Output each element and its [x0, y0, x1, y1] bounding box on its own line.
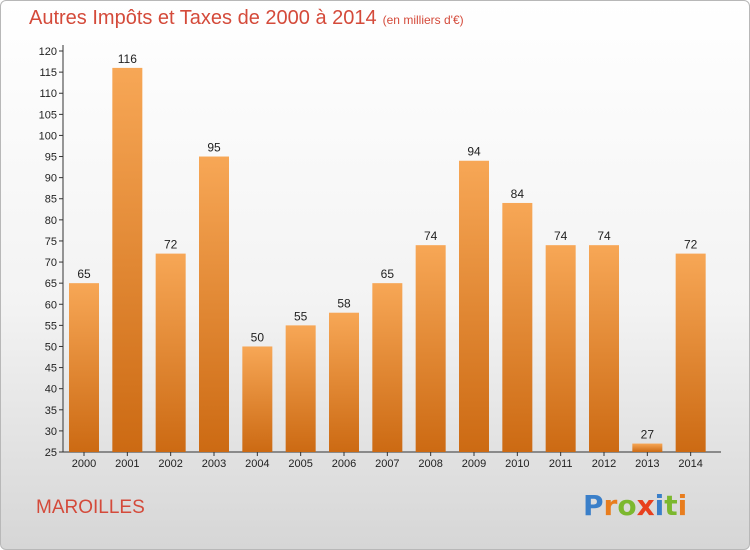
- x-axis: 2000 2001 2002 2003 2004 2005 2006 2007 2008 2009…: [63, 451, 721, 470]
- y-tick-label: 80: [45, 215, 57, 227]
- x-tick-label: 2010: [505, 458, 529, 470]
- x-tick-label: 2007: [375, 458, 399, 470]
- y-tick-label: 105: [39, 109, 57, 121]
- data-label: 65: [77, 267, 91, 281]
- data-label: 72: [164, 238, 178, 252]
- y-axis: 25 30 35 40 45 50 55 60 65 70 75 80 85 90 95 100 105 110 1…: [39, 45, 64, 459]
- logo-letter: x: [636, 489, 655, 522]
- y-tick-label: 115: [39, 67, 57, 79]
- data-label: 65: [381, 267, 395, 281]
- data-label: 116: [118, 52, 137, 66]
- x-tick-label: 2004: [245, 458, 269, 470]
- y-tick-label: 100: [39, 130, 57, 142]
- y-tick-label: 85: [45, 194, 57, 206]
- logo-letter: t: [664, 489, 678, 522]
- data-label: 94: [467, 145, 481, 159]
- logo-letter: r: [603, 489, 618, 522]
- y-tick-label: 95: [45, 152, 57, 164]
- y-tick-label: 55: [45, 320, 57, 332]
- logo-letter: i: [654, 489, 665, 522]
- y-tick-label: 50: [45, 341, 57, 353]
- bar: [675, 253, 706, 452]
- y-tick-label: 120: [39, 46, 57, 58]
- y-tick-label: 70: [45, 257, 57, 269]
- bar: [589, 245, 619, 452]
- bar: [329, 312, 359, 452]
- logo-letter: o: [617, 489, 637, 522]
- logo-letter: i: [677, 489, 688, 522]
- y-tick-label: 60: [45, 299, 57, 311]
- x-tick-label: 2013: [635, 458, 659, 470]
- y-tick-label: 90: [45, 173, 57, 185]
- x-tick-label: 2002: [158, 458, 182, 470]
- y-tick-label: 45: [45, 363, 57, 375]
- bar: [69, 283, 99, 452]
- x-tick-label: 2012: [592, 458, 616, 470]
- bar: [372, 283, 403, 452]
- x-tick-label: 2000: [72, 458, 96, 470]
- data-label: 74: [554, 229, 568, 243]
- data-label: 72: [684, 238, 698, 252]
- data-label: 58: [337, 297, 351, 311]
- y-tick-label: 25: [45, 447, 57, 459]
- x-tick-label: 2006: [332, 458, 356, 470]
- bars: [69, 67, 706, 453]
- x-tick-label: 2005: [288, 458, 312, 470]
- data-label: 84: [511, 187, 525, 201]
- data-label: 95: [207, 141, 221, 155]
- y-tick-label: 65: [45, 278, 57, 290]
- value-labels: 65 116 72 95 50 55 58 65 74 94 84 74 74 27 72: [77, 52, 697, 442]
- x-tick-label: 2003: [202, 458, 226, 470]
- x-tick-label: 2014: [678, 458, 702, 470]
- bar: [112, 67, 143, 452]
- bar: [285, 325, 316, 452]
- data-label: 27: [641, 428, 655, 442]
- data-label: 55: [294, 309, 308, 323]
- bar: [502, 202, 533, 452]
- y-tick-label: 110: [39, 88, 57, 100]
- data-label: 50: [251, 330, 265, 344]
- bar: [155, 253, 186, 452]
- unit-note: (en milliers d'€): [382, 13, 464, 27]
- y-tick-label: 40: [45, 384, 57, 396]
- commune-name: MAROILLES: [36, 497, 145, 518]
- proxiti-logo[interactable]: Proxiti: [583, 489, 687, 522]
- bar: [242, 346, 273, 452]
- bar: [545, 245, 576, 452]
- x-tick-label: 2011: [549, 458, 573, 470]
- x-tick-label: 2008: [418, 458, 442, 470]
- data-label: 74: [424, 229, 438, 243]
- bar: [632, 443, 663, 452]
- bar: [415, 245, 446, 452]
- x-tick-label: 2009: [462, 458, 486, 470]
- x-tick-label: 2001: [115, 458, 139, 470]
- y-tick-label: 75: [45, 236, 57, 248]
- bar: [459, 160, 489, 452]
- data-label: 74: [597, 229, 611, 243]
- bar: [199, 156, 229, 453]
- chart-title: Autres Impôts et Taxes de 2000 à 2014 (en…: [29, 7, 464, 29]
- y-tick-label: 30: [45, 426, 57, 438]
- logo-letter: P: [583, 489, 604, 522]
- y-tick-label: 35: [45, 405, 57, 417]
